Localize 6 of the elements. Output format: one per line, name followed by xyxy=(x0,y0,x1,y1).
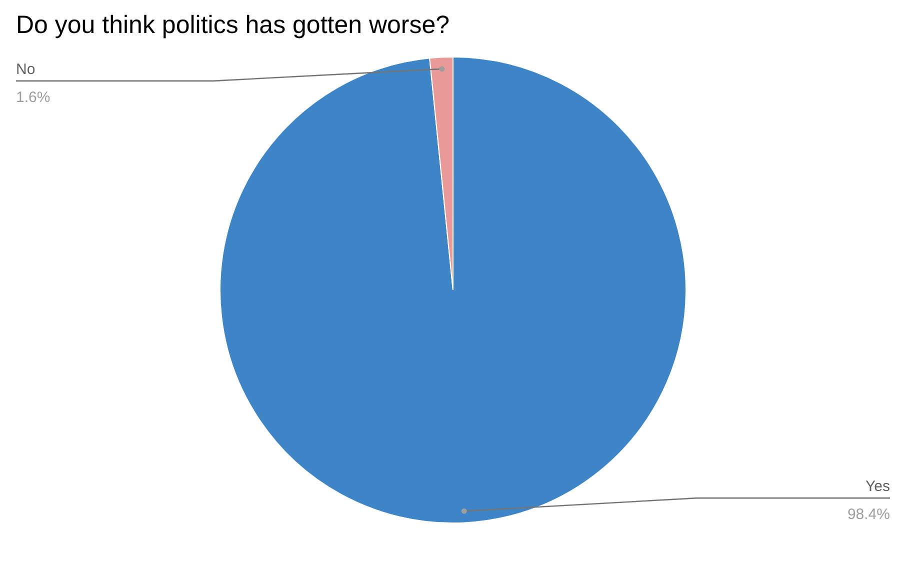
data-label: 98.4% xyxy=(847,506,890,524)
data-label: 1.6% xyxy=(16,88,50,106)
chart-title: Do you think politics has gotten worse? xyxy=(16,11,450,39)
slice-label: No xyxy=(16,60,36,78)
pie-slice xyxy=(220,56,686,524)
slice-label: Yes xyxy=(866,478,890,496)
